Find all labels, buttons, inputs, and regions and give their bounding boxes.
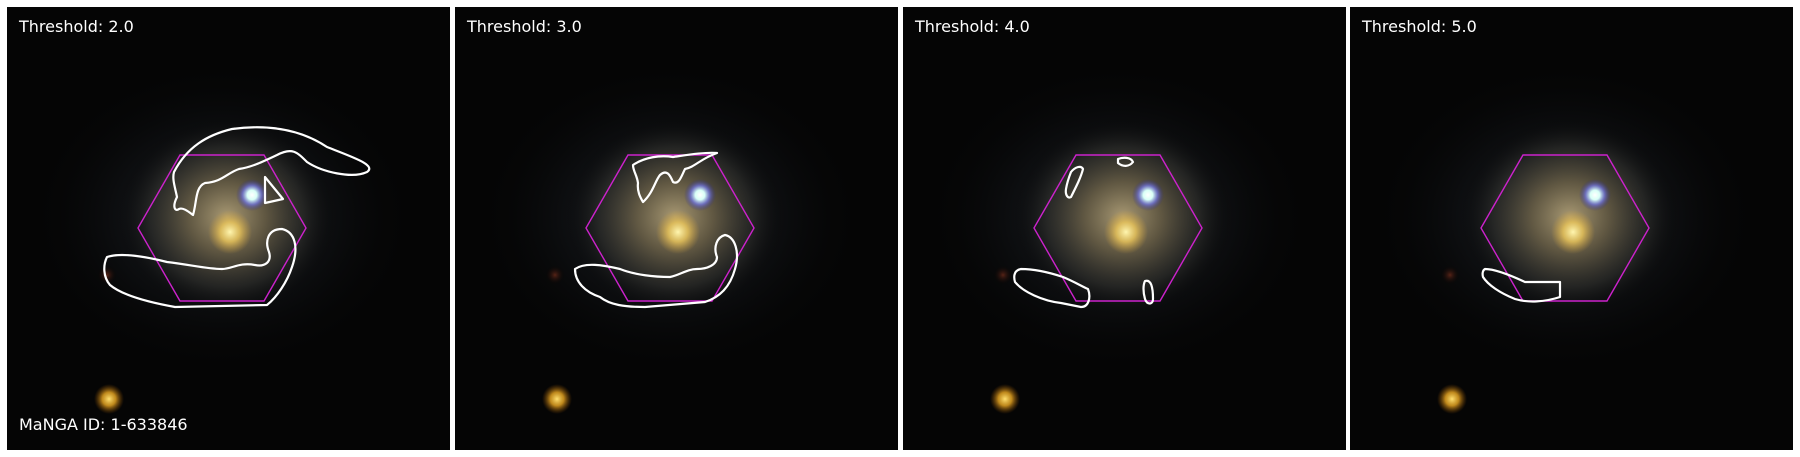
contours: [1013, 156, 1155, 309]
threshold-label: Threshold: 3.0: [467, 17, 582, 36]
contours: [573, 151, 739, 309]
panel-threshold-4: Threshold: 4.0: [903, 7, 1346, 450]
threshold-label: Threshold: 5.0: [1362, 17, 1477, 36]
ifu-hexagon: [1033, 154, 1203, 302]
contours: [1481, 267, 1562, 303]
contours: [103, 126, 371, 309]
galaxy-image: [1350, 7, 1793, 450]
galaxy-image: [455, 7, 898, 450]
threshold-label: Threshold: 2.0: [19, 17, 134, 36]
ifu-hexagon: [1480, 154, 1650, 302]
panel-threshold-3: Threshold: 3.0: [455, 7, 898, 450]
manga-id-label: MaNGA ID: 1-633846: [19, 415, 188, 434]
threshold-label: Threshold: 4.0: [915, 17, 1030, 36]
panel-threshold-2: Threshold: 2.0 MaNGA ID: 1-633846: [7, 7, 450, 450]
galaxy-image: [7, 7, 450, 450]
panel-threshold-5: Threshold: 5.0: [1350, 7, 1793, 450]
ifu-hexagon: [137, 154, 307, 302]
galaxy-image: [903, 7, 1346, 450]
